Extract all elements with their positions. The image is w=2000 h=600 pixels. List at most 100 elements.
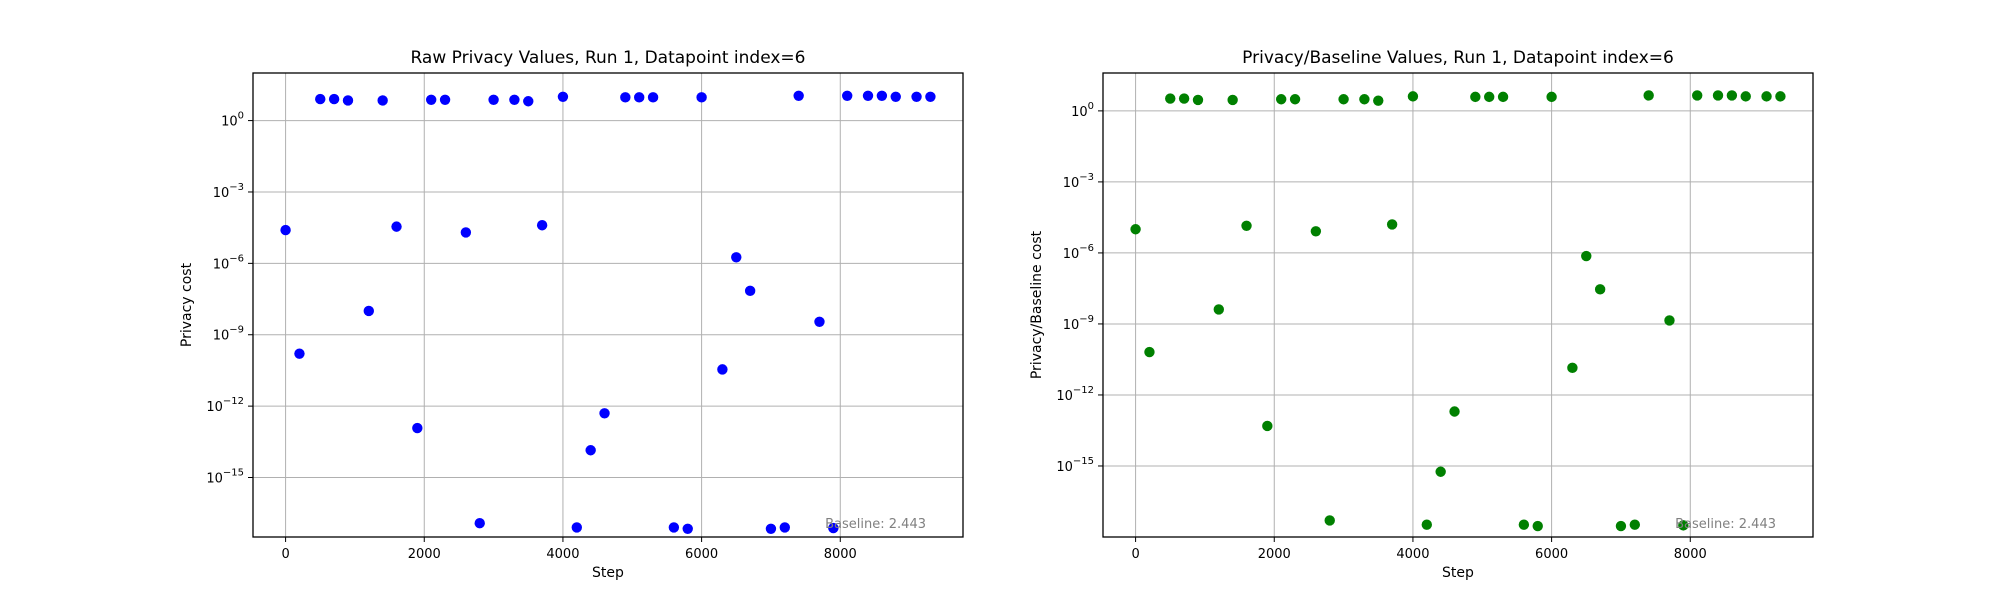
data-point <box>1165 93 1176 104</box>
data-point <box>842 90 853 102</box>
data-point <box>474 518 485 529</box>
data-point <box>620 92 631 103</box>
data-point <box>1692 90 1703 101</box>
y-axis-label: Privacy/Baseline cost <box>1029 230 1045 379</box>
data-point <box>1497 91 1509 103</box>
data-point <box>536 220 548 231</box>
data-point <box>828 522 839 534</box>
data-point <box>1761 91 1772 102</box>
data-point <box>1594 284 1606 295</box>
x-tick-label: 0 <box>281 547 289 562</box>
data-point <box>1581 250 1592 262</box>
data-point <box>557 91 569 102</box>
plot-frame <box>1102 72 1814 538</box>
x-tick-label: 4000 <box>546 547 579 562</box>
data-point <box>460 227 472 238</box>
data-point <box>1678 520 1689 531</box>
data-point <box>1192 94 1204 106</box>
y-tick-label: 10−3 <box>213 182 244 201</box>
y-tick-label: 10−15 <box>206 468 244 487</box>
data-point <box>731 252 742 263</box>
y-axis-label: Privacy cost <box>179 262 195 347</box>
y-tick-label: 10−6 <box>213 253 244 272</box>
data-point <box>717 364 728 375</box>
data-point <box>571 522 582 533</box>
y-tick-label: 10−15 <box>1056 456 1094 475</box>
grid-lines <box>1103 73 1813 537</box>
data-point <box>1144 346 1155 358</box>
data-point <box>1712 90 1724 101</box>
data-point <box>1241 220 1252 231</box>
data-point <box>425 94 437 105</box>
data-point <box>793 90 804 102</box>
x-axis-label: Step <box>592 565 624 581</box>
data-point <box>1421 519 1432 530</box>
data-point <box>1484 91 1495 103</box>
data-point <box>439 94 451 105</box>
data-point <box>1338 94 1349 105</box>
data-point <box>315 93 326 105</box>
data-point <box>890 91 901 102</box>
x-tick-label: 2000 <box>408 547 441 562</box>
data-point <box>744 285 756 297</box>
data-point <box>280 224 291 236</box>
data-point <box>876 90 888 102</box>
data-point <box>1324 515 1335 526</box>
data-point <box>647 92 659 103</box>
privacy-baseline-chart: Privacy/Baseline Values, Run 1, Datapoin… <box>1029 48 1814 581</box>
data-point <box>342 95 354 106</box>
data-point <box>488 94 499 105</box>
data-point <box>294 348 305 359</box>
data-point <box>1289 94 1301 105</box>
y-tick-label: 10−9 <box>213 325 244 344</box>
chart-title: Privacy/Baseline Values, Run 1, Datapoin… <box>1242 48 1674 68</box>
data-point <box>1227 94 1238 106</box>
data-point <box>668 522 680 533</box>
y-tick-label: 100 <box>1071 101 1094 120</box>
data-point <box>911 91 922 102</box>
data-point <box>1740 91 1751 102</box>
grid-lines <box>253 73 963 537</box>
data-point <box>391 221 402 232</box>
data-point <box>1130 224 1141 235</box>
baseline-annotation: Baseline: 2.443 <box>1675 517 1776 532</box>
data-point <box>363 305 374 317</box>
chart-title: Raw Privacy Values, Run 1, Datapoint ind… <box>410 48 805 68</box>
data-point <box>1643 90 1654 101</box>
data-point <box>765 523 777 534</box>
data-point <box>1373 95 1384 106</box>
x-tick-label: 2000 <box>1258 547 1291 562</box>
data-point <box>634 92 645 103</box>
data-point <box>1470 91 1481 103</box>
x-tick-label: 6000 <box>685 547 718 562</box>
plot-frame <box>252 72 964 538</box>
data-point <box>814 316 825 327</box>
data-point <box>523 96 534 107</box>
data-point <box>1275 94 1287 105</box>
data-point <box>1435 466 1446 477</box>
data-point <box>585 445 596 456</box>
data-point <box>1615 520 1627 532</box>
data-point <box>1310 226 1322 237</box>
data-point <box>696 92 707 103</box>
data-point <box>1664 315 1675 326</box>
y-tick-label: 10−12 <box>206 396 244 415</box>
data-point <box>1359 94 1370 105</box>
data-point <box>1449 406 1460 417</box>
y-tick-label: 10−12 <box>1056 385 1094 404</box>
data-point <box>925 91 936 102</box>
x-tick-label: 4000 <box>1396 547 1429 562</box>
data-point <box>377 95 388 106</box>
data-points <box>280 90 936 534</box>
data-point <box>1407 91 1419 102</box>
y-tick-label: 10−3 <box>1063 172 1094 191</box>
data-point <box>1262 420 1273 432</box>
data-point <box>1567 362 1578 374</box>
data-point <box>862 90 874 102</box>
data-points <box>1130 90 1786 532</box>
data-point <box>1532 520 1543 532</box>
data-point <box>1386 219 1398 230</box>
x-axis-label: Step <box>1442 565 1474 581</box>
y-tick-label: 10−9 <box>1063 314 1094 333</box>
